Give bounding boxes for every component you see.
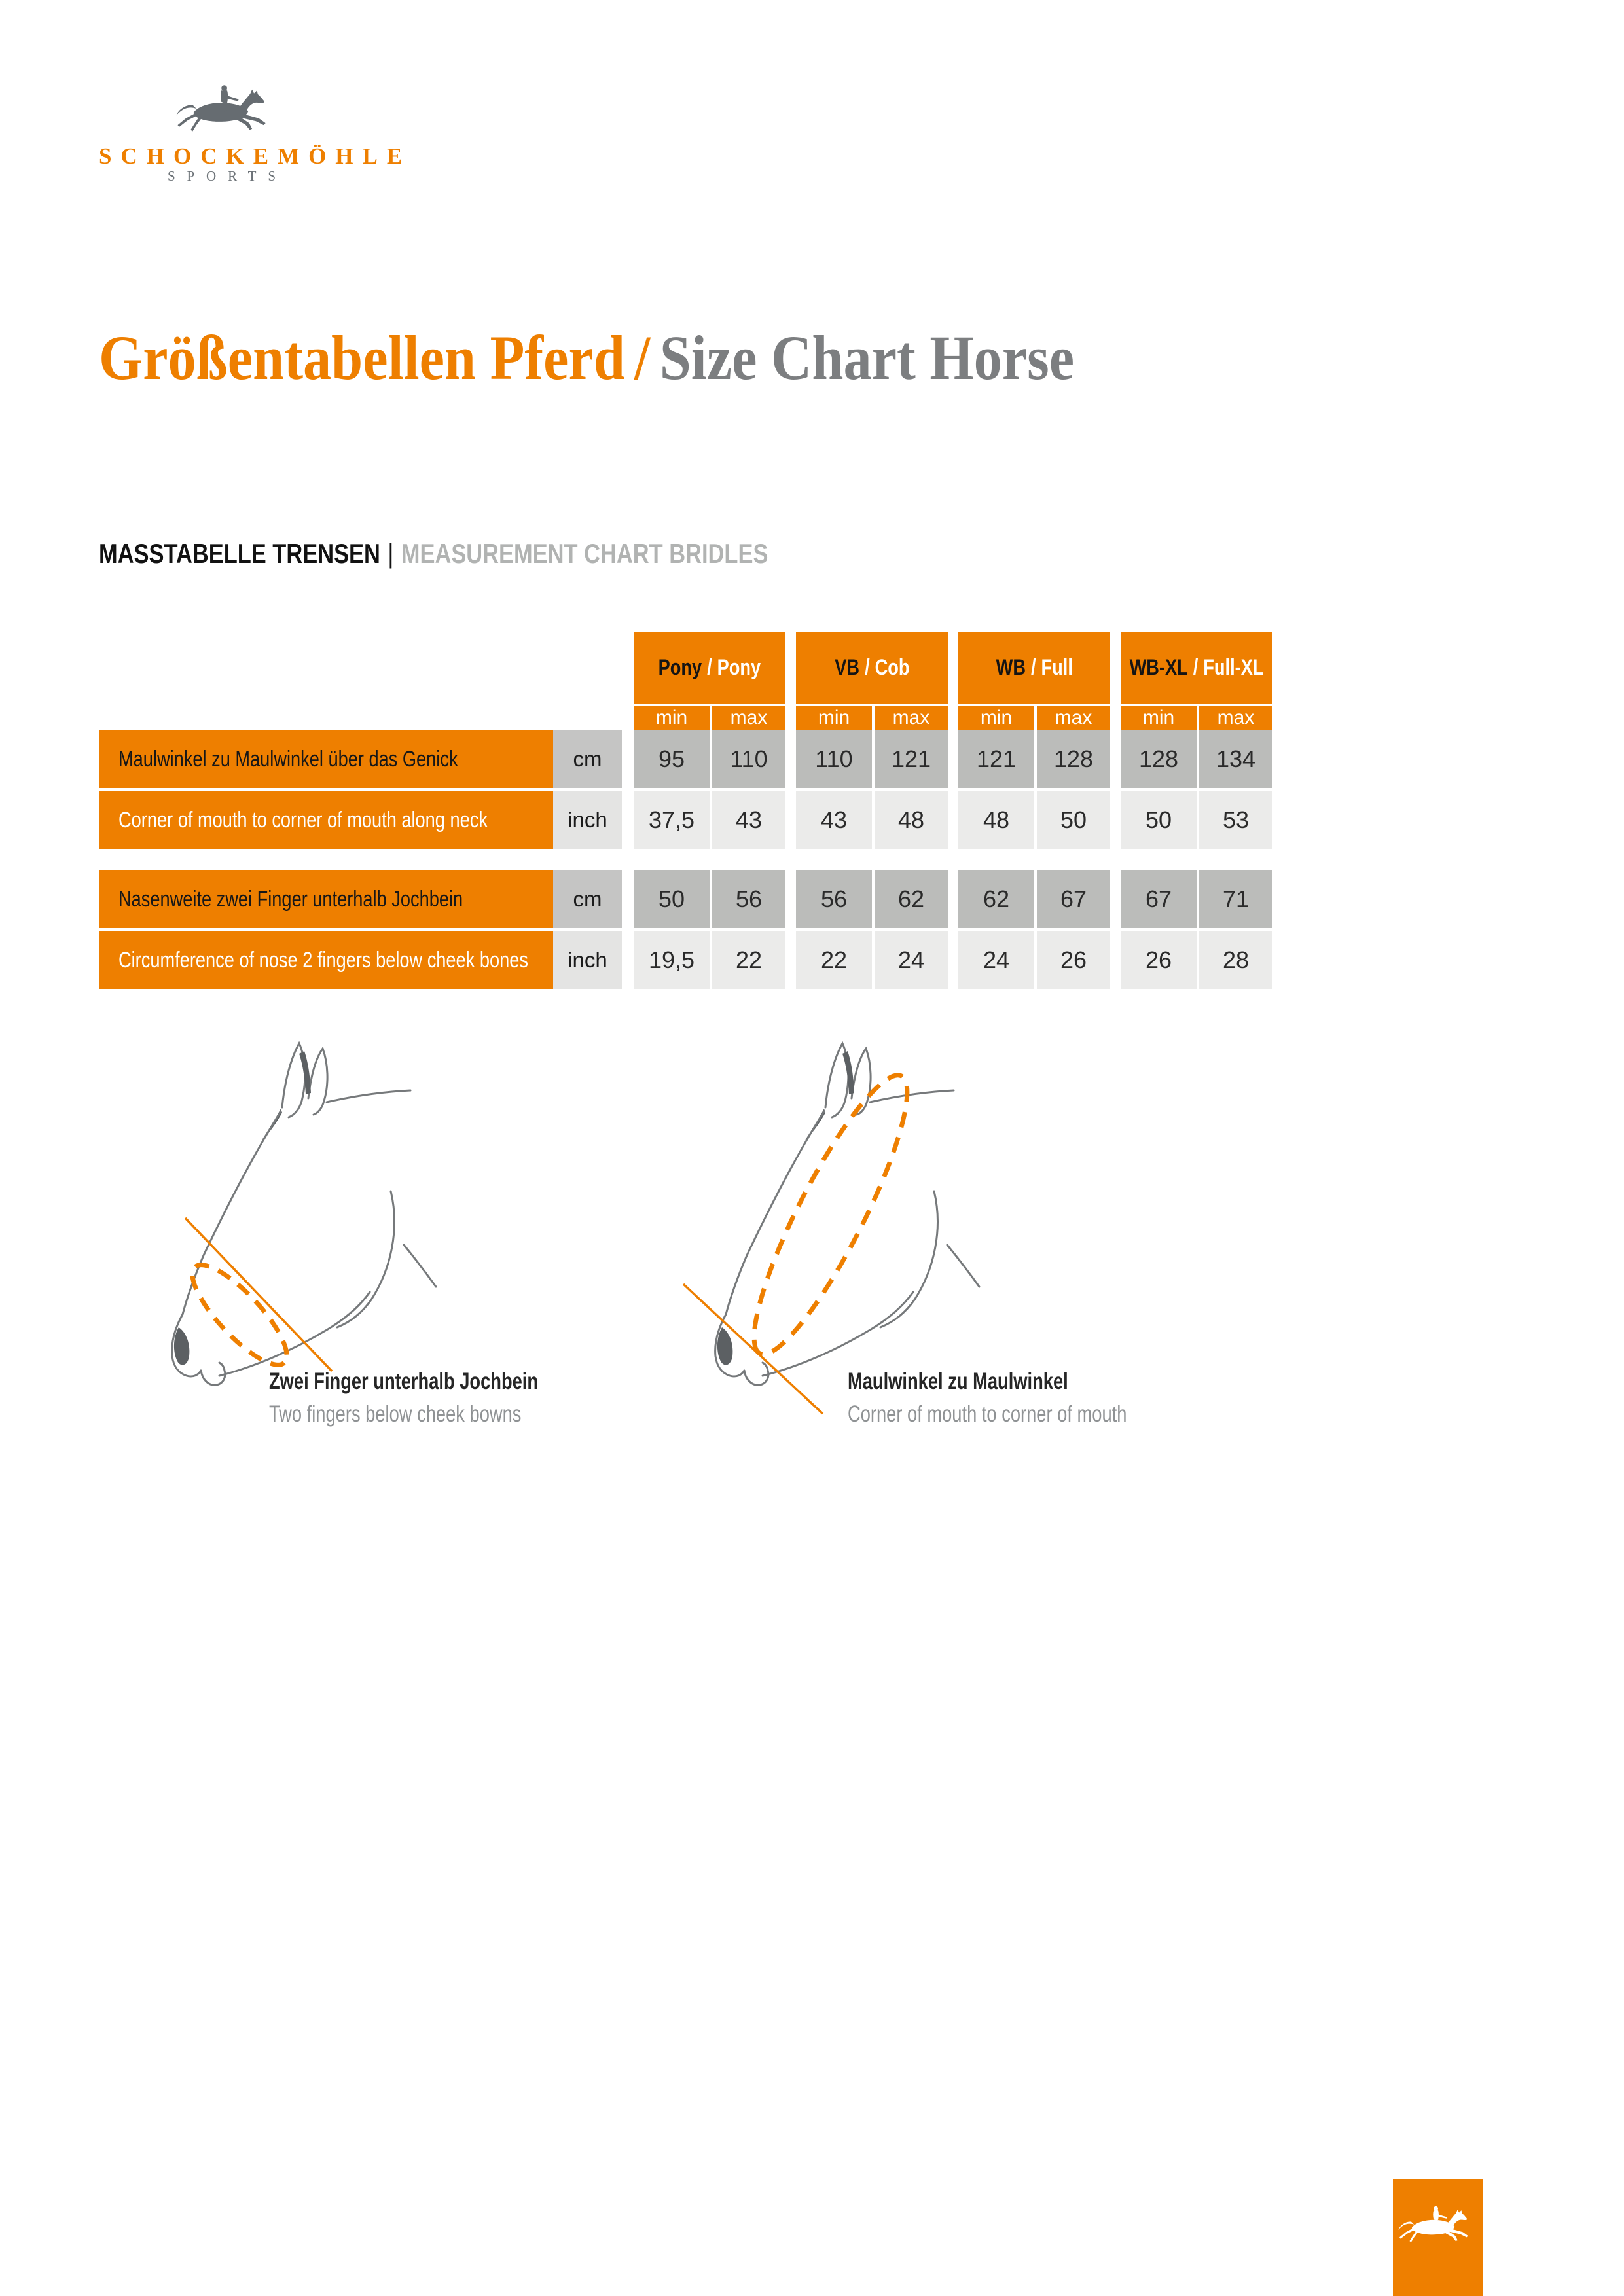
value-cell: 71 <box>1197 870 1272 928</box>
value-cell: 121 <box>958 730 1034 788</box>
brand-subtitle: SPORTS <box>168 168 287 184</box>
value-cell: 26 <box>1034 931 1110 989</box>
value-cell: 56 <box>796 870 872 928</box>
footer-brand-mark <box>1393 2179 1483 2296</box>
value-cell: 48 <box>872 791 948 849</box>
section-header-english: MEASUREMENT CHART BRIDLES <box>401 538 768 569</box>
value-cell: 134 <box>1197 730 1272 788</box>
unit-cell: inch <box>553 791 622 849</box>
row-label-text: Circumference of nose 2 fingers below ch… <box>118 947 528 973</box>
page-title: Größentabellen Pferd / Size Chart Horse <box>99 322 1074 394</box>
value-cell: 50 <box>1121 791 1197 849</box>
caption-noseband-english: Two fingers below cheek bowns <box>269 1401 522 1427</box>
value-cell: 53 <box>1197 791 1272 849</box>
row-label: Circumference of nose 2 fingers below ch… <box>99 931 553 989</box>
minmax-header: max <box>1034 706 1110 730</box>
value-cell: 121 <box>872 730 948 788</box>
group-label-de: WB-XL <box>1129 655 1188 680</box>
group-label-de: Pony <box>658 655 702 680</box>
row-label-text: Maulwinkel zu Maulwinkel über das Genick <box>118 746 458 772</box>
value-cell: 95 <box>634 730 710 788</box>
value-cell: 128 <box>1034 730 1110 788</box>
group-slash: / <box>864 655 870 680</box>
value-cell: 43 <box>710 791 785 849</box>
minmax-header: min <box>634 706 710 730</box>
minmax-header: max <box>872 706 948 730</box>
horse-head-diagram-noseband <box>171 1041 437 1386</box>
column-group-cob: VB / Cob <box>796 632 948 704</box>
minmax-header: max <box>710 706 785 730</box>
section-header-german: MASSTABELLE TRENSEN <box>99 538 380 569</box>
value-cell: 50 <box>1034 791 1110 849</box>
group-label-de: WB <box>996 655 1026 680</box>
group-label-en: Full-XL <box>1203 655 1264 680</box>
minmax-header: max <box>1197 706 1272 730</box>
page-title-german: Größentabellen Pferd <box>99 323 625 393</box>
caption-noseband-german: Zwei Finger unterhalb Jochbein <box>269 1369 539 1394</box>
group-label-de: VB <box>834 655 859 680</box>
value-cell: 62 <box>958 870 1034 928</box>
minmax-header: min <box>958 706 1034 730</box>
row-label-text: Nasenweite zwei Finger unterhalb Jochbei… <box>118 886 463 912</box>
horse-head-diagram-poll <box>682 1042 981 1415</box>
page-title-english: Size Chart Horse <box>659 323 1075 393</box>
value-cell: 50 <box>634 870 710 928</box>
brand-name: SCHOCKEMÖHLE <box>99 143 412 169</box>
value-cell: 62 <box>872 870 948 928</box>
unit-cell: cm <box>553 730 622 788</box>
noseband-measure-line <box>184 1217 333 1372</box>
row-label: Maulwinkel zu Maulwinkel über das Genick <box>99 730 553 788</box>
group-label-en: Pony <box>717 655 761 680</box>
unit-cell: cm <box>553 870 622 928</box>
column-group-full-xl: WB-XL / Full-XL <box>1121 632 1272 704</box>
logo-horse-rider-icon <box>176 85 266 132</box>
caption-poll-german: Maulwinkel zu Maulwinkel <box>848 1369 1068 1394</box>
minmax-header: min <box>796 706 872 730</box>
footer-horse-rider-icon <box>1398 2206 1468 2242</box>
group-slash: / <box>1193 655 1199 680</box>
section-header: MASSTABELLE TRENSEN | MEASUREMENT CHART BR… <box>99 538 768 569</box>
value-cell: 110 <box>796 730 872 788</box>
value-cell: 43 <box>796 791 872 849</box>
section-divider: | <box>388 538 394 569</box>
value-cell: 48 <box>958 791 1034 849</box>
poll-dashed-loop <box>751 1073 910 1357</box>
mouth-measure-line <box>682 1283 824 1415</box>
unit-cell: inch <box>553 931 622 989</box>
value-cell: 24 <box>958 931 1034 989</box>
value-cell: 110 <box>710 730 785 788</box>
measurement-table: Pony / Pony VB / Cob WB / Full WB-XL / Full-XL m… <box>99 632 1272 989</box>
value-cell: 56 <box>710 870 785 928</box>
value-cell: 22 <box>796 931 872 989</box>
caption-poll-english: Corner of mouth to corner of mouth <box>848 1401 1127 1427</box>
column-group-full: WB / Full <box>958 632 1110 704</box>
value-cell: 22 <box>710 931 785 989</box>
value-cell: 24 <box>872 931 948 989</box>
group-label-en: Full <box>1041 655 1073 680</box>
value-cell: 128 <box>1121 730 1197 788</box>
group-slash: / <box>707 655 712 680</box>
value-cell: 67 <box>1121 870 1197 928</box>
value-cell: 67 <box>1034 870 1110 928</box>
value-cell: 26 <box>1121 931 1197 989</box>
title-slash: / <box>634 323 651 393</box>
row-label-text: Corner of mouth to corner of mouth along… <box>118 807 488 833</box>
group-slash: / <box>1030 655 1036 680</box>
row-label: Corner of mouth to corner of mouth along… <box>99 791 553 849</box>
row-label: Nasenweite zwei Finger unterhalb Jochbei… <box>99 870 553 928</box>
value-cell: 19,5 <box>634 931 710 989</box>
minmax-header: min <box>1121 706 1197 730</box>
group-label-en: Cob <box>875 655 910 680</box>
value-cell: 37,5 <box>634 791 710 849</box>
column-group-pony: Pony / Pony <box>634 632 785 704</box>
value-cell: 28 <box>1197 931 1272 989</box>
